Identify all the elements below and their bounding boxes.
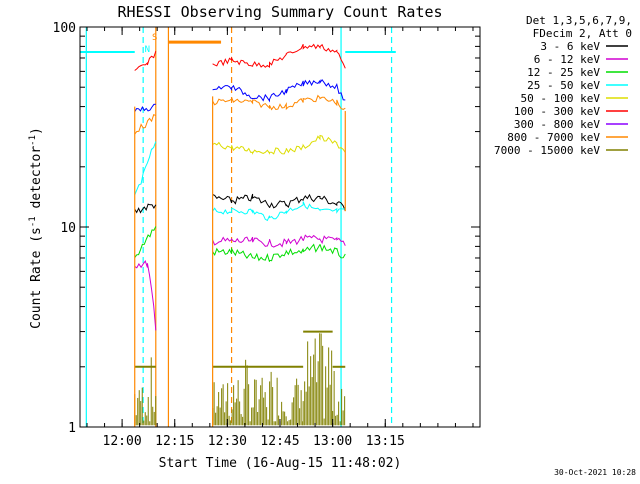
y-axis-label-sup1: -1 (28, 216, 38, 227)
blue-3-6-offset-seg-1 (212, 78, 346, 103)
series-25-50-kev-seg-1 (212, 201, 346, 222)
legend-entry-label: 25 - 50 keV (527, 79, 600, 92)
y-axis-label-mid: detector (29, 146, 44, 217)
series-3-6-kev-seg-1 (212, 193, 346, 212)
legend-entry-label: 7000 - 15000 keV (494, 144, 600, 157)
legend: Det 1,3,5,6,7,9,FDecim 2, Att 03 - 6 keV… (494, 14, 632, 157)
footer-timestamp: 30-Oct-2021 10:28 (554, 468, 636, 477)
legend-header-line: Det 1,3,5,6,7,9, (526, 14, 632, 27)
series-25-50-kev-seg-0 (134, 141, 157, 196)
annotation-s: S (152, 33, 157, 43)
series-12-25-kev-seg-1 (212, 243, 346, 262)
y-tick-label: 100 (53, 21, 76, 36)
series-800-7000-kev-seg-1 (212, 94, 346, 111)
axes: 12:00 12:15 12:30 12:45 13:00 13:15 1 10 100 (53, 21, 481, 449)
blue-3-6-offset-seg-0 (134, 103, 156, 112)
series-6-12-kev-seg-1 (212, 234, 346, 248)
legend-entry-label: 3 - 6 keV (540, 40, 600, 53)
x-tick-label: 12:45 (260, 434, 299, 449)
y-tick-label: 10 (60, 221, 76, 236)
x-tick-label: 12:15 (155, 434, 194, 449)
y-axis-label: Count Rate (s-1 detector-1) (28, 127, 44, 329)
series-100-300-kev-seg-1 (212, 43, 346, 69)
x-tick-label: 12:00 (103, 434, 142, 449)
legend-entry-label: 300 - 800 keV (514, 118, 600, 131)
legend-entry-label: 800 - 7000 keV (507, 131, 600, 144)
y-tick-label: 1 (68, 421, 76, 436)
legend-header-line: FDecim 2, Att 0 (533, 27, 632, 40)
x-tick-label: 13:15 (366, 434, 405, 449)
legend-entry-label: 12 - 25 keV (527, 66, 600, 79)
x-axis-label: Start Time (16-Aug-15 11:48:02) (159, 456, 402, 471)
legend-entry-label: 100 - 300 keV (514, 105, 600, 118)
series-100-300-kev-seg-0 (134, 50, 157, 71)
series-50-100-kev-seg-0 (212, 134, 346, 155)
plot-lines: NS (80, 27, 396, 427)
x-tick-label: 12:30 (208, 434, 247, 449)
y-axis-label-prefix: Count Rate (s (29, 227, 44, 329)
series-12-25-kev-seg-0 (134, 226, 157, 258)
legend-entry-label: 50 - 100 keV (521, 92, 601, 105)
annotation-n: N (145, 45, 150, 55)
x-tick-label: 13:00 (313, 434, 352, 449)
y-axis-label-sup2: -1 (28, 135, 38, 146)
chart-title: RHESSI Observing Summary Count Rates (117, 3, 442, 21)
legend-entry-label: 6 - 12 keV (534, 53, 601, 66)
series-6-12-kev-seg-0 (134, 260, 157, 331)
y-axis-label-suffix: ) (29, 127, 44, 135)
series-800-7000-kev-seg-0 (134, 114, 156, 135)
series-3-6-kev-seg-0 (134, 203, 157, 214)
